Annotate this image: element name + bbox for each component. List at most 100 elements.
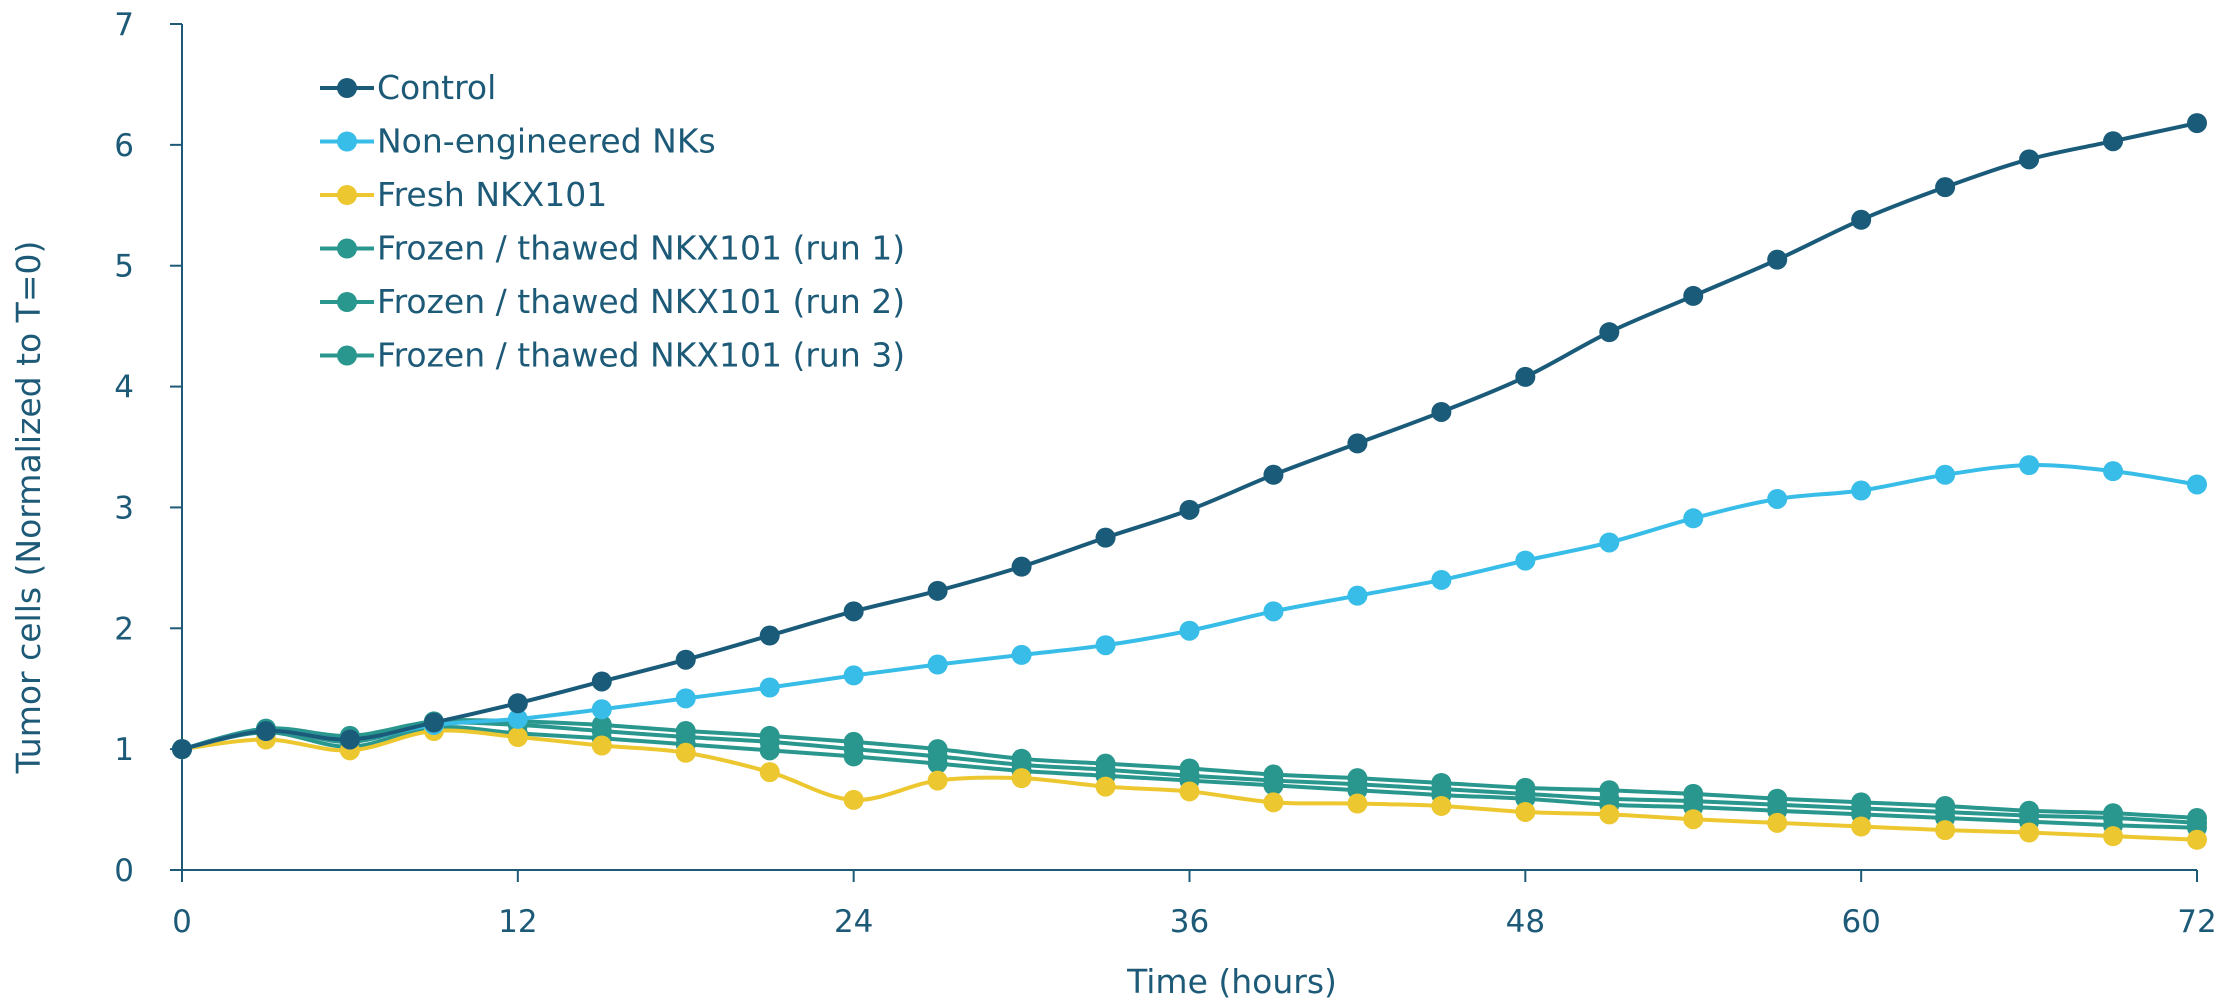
data-point — [1767, 249, 1788, 270]
y-tick-label: 0 — [114, 853, 134, 889]
data-point — [1935, 820, 1956, 841]
legend-item: Frozen / thawed NKX101 (run 2) — [320, 282, 905, 321]
data-point — [423, 712, 444, 733]
data-point — [1095, 635, 1116, 656]
data-point — [1851, 480, 1872, 501]
data-point — [1683, 508, 1704, 529]
y-axis-title: Tumor cells (Normalized to T=0) — [9, 241, 48, 775]
data-point — [1515, 801, 1536, 822]
data-point — [843, 746, 864, 767]
data-point — [2187, 113, 2207, 134]
series-2 — [172, 455, 2207, 760]
data-point — [1179, 620, 1200, 641]
data-point — [2103, 461, 2124, 482]
data-point — [507, 708, 528, 729]
data-point — [1431, 401, 1452, 422]
data-point — [172, 739, 192, 760]
data-point — [1851, 816, 1872, 837]
series-line — [181, 121, 2198, 752]
data-point — [759, 740, 780, 761]
data-point — [1683, 809, 1704, 830]
data-point — [927, 770, 948, 791]
y-tick-label: 7 — [114, 7, 134, 43]
data-point — [1347, 793, 1368, 814]
legend-label: Frozen / thawed NKX101 (run 1) — [377, 229, 905, 268]
x-tick-label: 24 — [834, 904, 873, 940]
data-point — [843, 789, 864, 810]
data-point — [1179, 781, 1200, 802]
data-point — [1095, 776, 1116, 797]
data-point — [1599, 804, 1620, 825]
legend-item: Frozen / thawed NKX101 (run 3) — [320, 336, 905, 375]
data-point — [675, 688, 696, 709]
legend-marker — [337, 345, 357, 366]
data-point — [927, 753, 948, 774]
data-point — [1179, 499, 1200, 520]
data-point — [1851, 209, 1872, 230]
data-point — [1935, 177, 1956, 198]
x-tick-label: 72 — [2177, 904, 2216, 940]
data-point — [339, 729, 360, 750]
data-point — [1011, 556, 1032, 577]
data-point — [1431, 569, 1452, 590]
data-point — [1515, 550, 1536, 571]
data-point — [843, 601, 864, 622]
legend-label: Non-engineered NKs — [377, 122, 716, 161]
data-point — [927, 654, 948, 675]
series-4 — [172, 717, 2207, 838]
legend-marker — [337, 131, 357, 152]
data-point — [1767, 488, 1788, 509]
legend-label: Frozen / thawed NKX101 (run 3) — [377, 336, 905, 375]
legend: Control Non-engineered NKs Fresh NKX101 Fro… — [320, 68, 905, 375]
y-tick-label: 6 — [114, 128, 134, 164]
data-point — [2103, 826, 2124, 847]
legend-marker — [337, 238, 357, 259]
data-point — [507, 693, 528, 714]
y-tick-label: 1 — [114, 732, 134, 768]
series-layer — [172, 113, 2207, 850]
data-point — [1599, 322, 1620, 343]
data-point — [2019, 822, 2040, 843]
y-ticks: 0 1 2 3 4 5 6 7 — [114, 7, 182, 889]
legend-label: Frozen / thawed NKX101 (run 2) — [377, 282, 905, 321]
data-point — [759, 762, 780, 783]
legend-marker — [337, 78, 357, 98]
data-point — [1263, 792, 1284, 813]
legend-label: Fresh NKX101 — [377, 175, 607, 214]
y-tick-label: 2 — [114, 611, 134, 647]
data-point — [2187, 474, 2207, 495]
data-point — [255, 721, 276, 742]
data-point — [2103, 131, 2124, 152]
legend-label: Control — [377, 68, 496, 107]
x-axis-title: Time (hours) — [1126, 962, 1337, 1001]
data-point — [1767, 812, 1788, 833]
data-point — [2187, 829, 2207, 850]
data-point — [2019, 455, 2040, 476]
x-tick-label: 60 — [1841, 904, 1880, 940]
x-tick-label: 36 — [1170, 904, 1209, 940]
data-point — [1347, 433, 1368, 454]
data-point — [1515, 366, 1536, 387]
data-point — [1011, 644, 1032, 665]
data-point — [1095, 527, 1116, 548]
data-point — [1599, 532, 1620, 553]
y-tick-label: 5 — [114, 249, 134, 285]
data-point — [1263, 464, 1284, 485]
data-point — [2019, 149, 2040, 170]
data-point — [1263, 775, 1284, 796]
series-3 — [172, 721, 2207, 850]
data-point — [1431, 795, 1452, 816]
y-tick-label: 3 — [114, 490, 134, 526]
data-point — [675, 649, 696, 670]
legend-item: Control — [320, 68, 496, 107]
legend-item: Non-engineered NKs — [320, 122, 716, 161]
data-point — [759, 677, 780, 698]
data-point — [1011, 768, 1032, 789]
data-point — [1935, 464, 1956, 485]
data-point — [843, 665, 864, 686]
y-tick-label: 4 — [114, 370, 134, 406]
legend-item: Frozen / thawed NKX101 (run 1) — [320, 229, 905, 268]
data-point — [675, 742, 696, 763]
data-point — [591, 699, 612, 720]
